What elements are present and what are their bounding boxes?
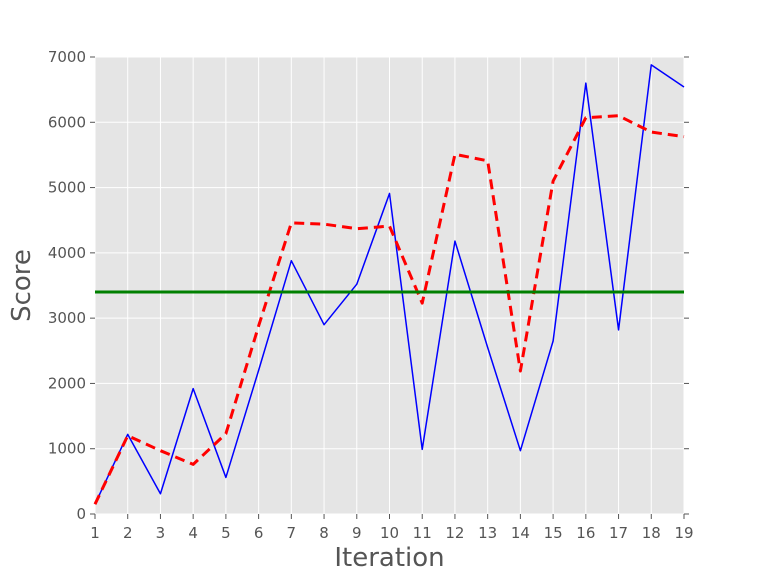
x-tick-label: 12	[445, 524, 464, 542]
x-tick-label: 16	[576, 524, 595, 542]
x-tick-label: 18	[642, 524, 661, 542]
y-tick-label: 5000	[48, 179, 86, 197]
y-axis-title: Score	[7, 249, 37, 322]
x-tick-label: 17	[609, 524, 628, 542]
x-tick-label: 3	[156, 524, 166, 542]
x-tick-label: 5	[221, 524, 231, 542]
x-tick-label: 10	[380, 524, 399, 542]
x-tick-label: 13	[478, 524, 497, 542]
series-lines	[93, 64, 685, 505]
series-line-1	[94, 64, 685, 505]
y-tick-label: 4000	[48, 244, 86, 262]
y-tick-label: 0	[76, 505, 86, 523]
series-line-2	[93, 114, 685, 505]
x-tick-label: 1	[90, 524, 100, 542]
x-tick-label: 15	[544, 524, 563, 542]
y-tick-label: 6000	[48, 113, 86, 131]
x-tick-label: 6	[254, 524, 264, 542]
x-tick-label: 9	[352, 524, 362, 542]
x-tick-label: 2	[123, 524, 133, 542]
y-tick-label: 7000	[48, 48, 86, 66]
y-tick-label: 1000	[48, 440, 86, 458]
x-axis-title: Iteration	[334, 543, 444, 571]
y-tick-label: 2000	[48, 374, 86, 392]
x-tick-label: 7	[287, 524, 297, 542]
axis-ticks: 1 2 3 4 5 6 7 8 9 10 11 12 13 14 15 16 17 18 1901000200030…	[48, 48, 694, 542]
x-tick-label: 11	[413, 524, 432, 542]
x-tick-label: 4	[188, 524, 198, 542]
x-tick-label: 19	[674, 524, 693, 542]
x-tick-label: 14	[511, 524, 530, 542]
x-tick-label: 8	[319, 524, 329, 542]
y-tick-label: 3000	[48, 309, 86, 327]
